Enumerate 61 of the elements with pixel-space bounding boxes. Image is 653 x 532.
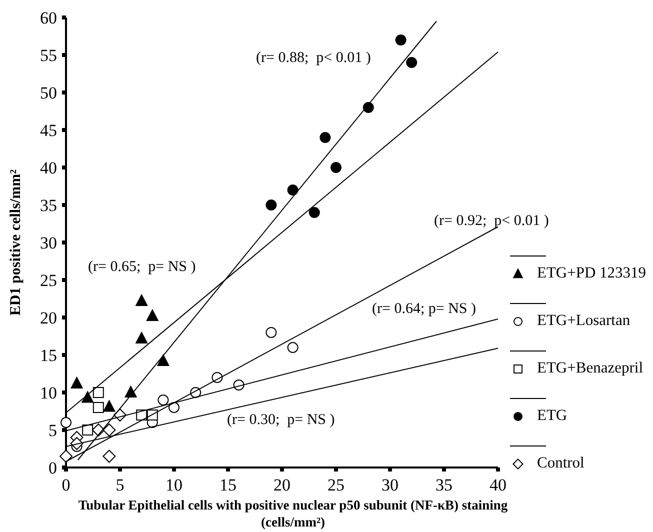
x-tick-label: 35: [436, 476, 452, 494]
y-tick-label: 60: [40, 8, 57, 28]
x-tick-label: 30: [382, 476, 398, 494]
point: [60, 417, 72, 428]
point: [124, 386, 137, 398]
y-tick-label: 25: [40, 270, 57, 290]
y-tick-label: 50: [40, 83, 57, 102]
y-tick-label: 30: [40, 233, 57, 252]
point: [320, 132, 331, 143]
point: [308, 207, 320, 218]
annotation: (r= 0.88; p< 0.01 ): [256, 50, 371, 66]
x-tick-label: 20: [274, 476, 290, 494]
point: [406, 57, 418, 68]
legend-label: ETG+PD 123319: [537, 264, 646, 282]
point: [60, 450, 72, 463]
point: [103, 400, 116, 412]
point: [395, 34, 406, 46]
x-tick-label: 40: [490, 476, 506, 494]
point: [287, 184, 298, 196]
point: [102, 450, 116, 463]
point: [92, 402, 104, 413]
x-tick-label: 0: [62, 476, 70, 494]
point: [158, 394, 169, 406]
x-tick-label: 10: [166, 476, 182, 494]
point: [92, 387, 104, 398]
y-tick-label: 35: [40, 196, 57, 215]
point: [136, 332, 148, 344]
y-tick-label: 55: [40, 46, 57, 65]
point: [82, 424, 94, 436]
legend-label: ETG+Losartan: [537, 312, 630, 329]
y-tick-label: 40: [40, 158, 57, 178]
point: [157, 354, 170, 366]
y-axis-title: ED1 positive cells/mm²: [8, 168, 24, 316]
point: [362, 102, 374, 113]
point: [287, 342, 298, 353]
point: [70, 377, 83, 388]
annotation: (r= 0.64; p= NS ): [372, 301, 476, 317]
annotation: (r= 0.92; p< 0.01 ): [434, 213, 549, 229]
x-axis-title: Tubular Epithelial cells with positive nuclear p50 subunit (NF-κB) staining (cells/mm²): [78, 498, 508, 530]
x-tick-label: 15: [220, 476, 236, 494]
annotation: (r= 0.65; p= NS ): [88, 259, 196, 275]
point: [330, 162, 342, 173]
y-tick-label: 0: [48, 458, 57, 478]
point: [102, 424, 116, 436]
point: [82, 391, 94, 403]
point: [136, 294, 148, 306]
point: [146, 310, 158, 321]
point: [266, 200, 277, 210]
legend-label: ETG: [537, 406, 568, 424]
annotation: (r= 0.30; p= NS ): [227, 412, 335, 428]
legend-label: Control: [537, 454, 584, 472]
y-tick-label: 45: [40, 120, 57, 140]
point: [168, 402, 180, 413]
x-tick-label: 25: [328, 476, 344, 494]
y-tick-label: 10: [40, 383, 57, 402]
y-tick-label: 5: [48, 420, 57, 440]
point: [266, 327, 277, 338]
x-tick-label: 5: [116, 476, 124, 494]
y-tick-label: 15: [40, 346, 57, 365]
y-tick-label: 20: [40, 308, 57, 328]
legend-label: ETG+Benazepril: [537, 359, 644, 376]
